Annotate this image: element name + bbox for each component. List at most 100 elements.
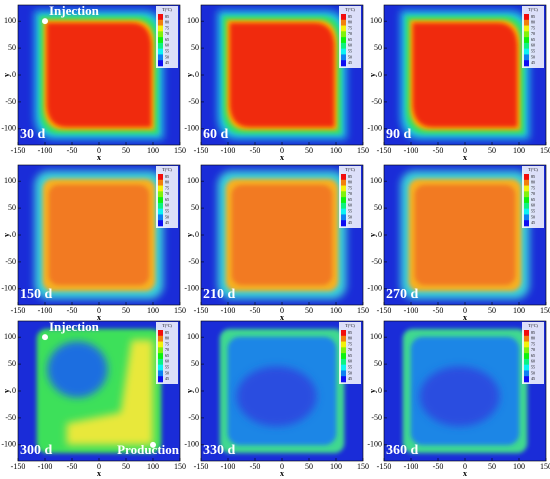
x-axis-label: x — [97, 153, 101, 162]
y-tick-label: -100 — [367, 124, 382, 133]
colorbar-step — [158, 335, 163, 342]
colorbar-step — [524, 60, 529, 67]
colorbar-tick-label: 45 — [531, 220, 535, 225]
colorbar-step — [158, 214, 163, 221]
y-tick-label: 100 — [370, 176, 382, 185]
y-tick-label: -100 — [367, 284, 382, 293]
field — [201, 165, 363, 305]
x-tick-label: -150 — [194, 146, 209, 155]
colorbar-step — [524, 174, 529, 181]
y-tick-label: -50 — [371, 97, 382, 106]
colorbar-title: T(°C) — [528, 323, 538, 328]
colorbar-tick-label: 80 — [531, 180, 535, 185]
colorbar-step — [524, 208, 529, 215]
colorbar-step — [158, 197, 163, 204]
colorbar-tick-label: 45 — [165, 220, 169, 225]
y-tick-label: -100 — [184, 440, 199, 449]
colorbar-title: T(°C) — [345, 167, 355, 172]
y-tick-label: 50 — [374, 43, 382, 52]
colorbar-tick-label: 65 — [531, 37, 535, 42]
x-tick-label: -100 — [221, 306, 236, 315]
colorbar-step — [341, 341, 346, 348]
colorbar-tick-label: 50 — [531, 54, 535, 59]
y-axis-label: y — [368, 389, 377, 393]
y-tick-label: 50 — [374, 203, 382, 212]
colorbar-step — [158, 25, 163, 32]
colorbar-step — [341, 60, 346, 67]
colorbar-step — [341, 358, 346, 365]
x-tick-label: 0 — [463, 462, 467, 471]
colorbar-step — [158, 60, 163, 67]
x-tick-label: 150 — [540, 146, 550, 155]
colorbar-step — [158, 191, 163, 198]
field — [384, 5, 546, 145]
injection-well — [42, 334, 48, 341]
x-tick-label: 50 — [488, 462, 496, 471]
colorbar-tick-label: 75 — [348, 341, 352, 346]
colorbar-step — [524, 37, 529, 44]
colorbar-step — [158, 376, 163, 383]
colorbar-tick-label: 80 — [531, 336, 535, 341]
colorbar-tick-label: 60 — [531, 43, 535, 48]
colorbar-tick-label: 70 — [348, 347, 352, 352]
x-tick-label: -50 — [250, 146, 261, 155]
y-tick-label: 50 — [8, 43, 16, 52]
colorbar-step — [158, 174, 163, 181]
x-tick-label: -150 — [377, 306, 392, 315]
y-tick-label: -50 — [5, 97, 16, 106]
colorbar-step — [524, 376, 529, 383]
y-axis-label: y — [2, 389, 11, 393]
colorbar-step — [158, 358, 163, 365]
y-tick-label: 0 — [378, 230, 382, 239]
colorbar-step — [524, 42, 529, 49]
x-tick-label: -50 — [433, 146, 444, 155]
x-tick-label: 150 — [540, 306, 550, 315]
colorbar-step — [524, 31, 529, 38]
panel-title: 210 d — [203, 287, 236, 302]
x-tick-label: 0 — [280, 306, 284, 315]
y-tick-label: -100 — [1, 124, 16, 133]
x-axis-label: x — [463, 153, 467, 162]
x-tick-label: 100 — [330, 146, 342, 155]
x-tick-label: -50 — [67, 462, 78, 471]
x-tick-label: 100 — [330, 306, 342, 315]
colorbar-title: T(°C) — [528, 7, 538, 12]
colorbar-step — [158, 330, 163, 337]
x-tick-label: 0 — [97, 146, 101, 155]
colorbar-step — [341, 191, 346, 198]
panel-title: 90 d — [386, 127, 412, 142]
colorbar-step — [341, 31, 346, 38]
colorbar-tick-label: 50 — [531, 370, 535, 375]
field-zone — [47, 341, 108, 398]
panel: -150 -100 -50 0 50 100 150 -100 -50 0 50 100 x y T(°C)… — [184, 4, 369, 162]
y-tick-label: 0 — [195, 230, 199, 239]
y-tick-label: 100 — [370, 332, 382, 341]
colorbar-step — [158, 19, 163, 26]
colorbar-step — [158, 364, 163, 371]
y-tick-label: 100 — [187, 176, 199, 185]
colorbar-step — [341, 376, 346, 383]
colorbar-tick-label: 60 — [165, 359, 169, 364]
x-tick-label: 150 — [357, 306, 369, 315]
panel: -150 -100 -50 0 50 100 150 -100 -50 0 50 100 x y T(°C)… — [367, 4, 550, 162]
x-tick-label: 150 — [174, 306, 186, 315]
x-tick-label: 50 — [305, 306, 313, 315]
x-tick-label: -100 — [38, 146, 53, 155]
colorbar-title: T(°C) — [528, 167, 538, 172]
colorbar-tick-label: 45 — [348, 220, 352, 225]
y-tick-label: -100 — [184, 284, 199, 293]
x-tick-label: -100 — [221, 462, 236, 471]
y-tick-label: 0 — [12, 386, 16, 395]
y-axis-label: y — [185, 233, 194, 237]
colorbar-step — [341, 19, 346, 26]
colorbar-step — [524, 19, 529, 26]
colorbar-step — [341, 208, 346, 215]
x-tick-label: -100 — [404, 462, 419, 471]
colorbar-tick-label: 75 — [531, 341, 535, 346]
